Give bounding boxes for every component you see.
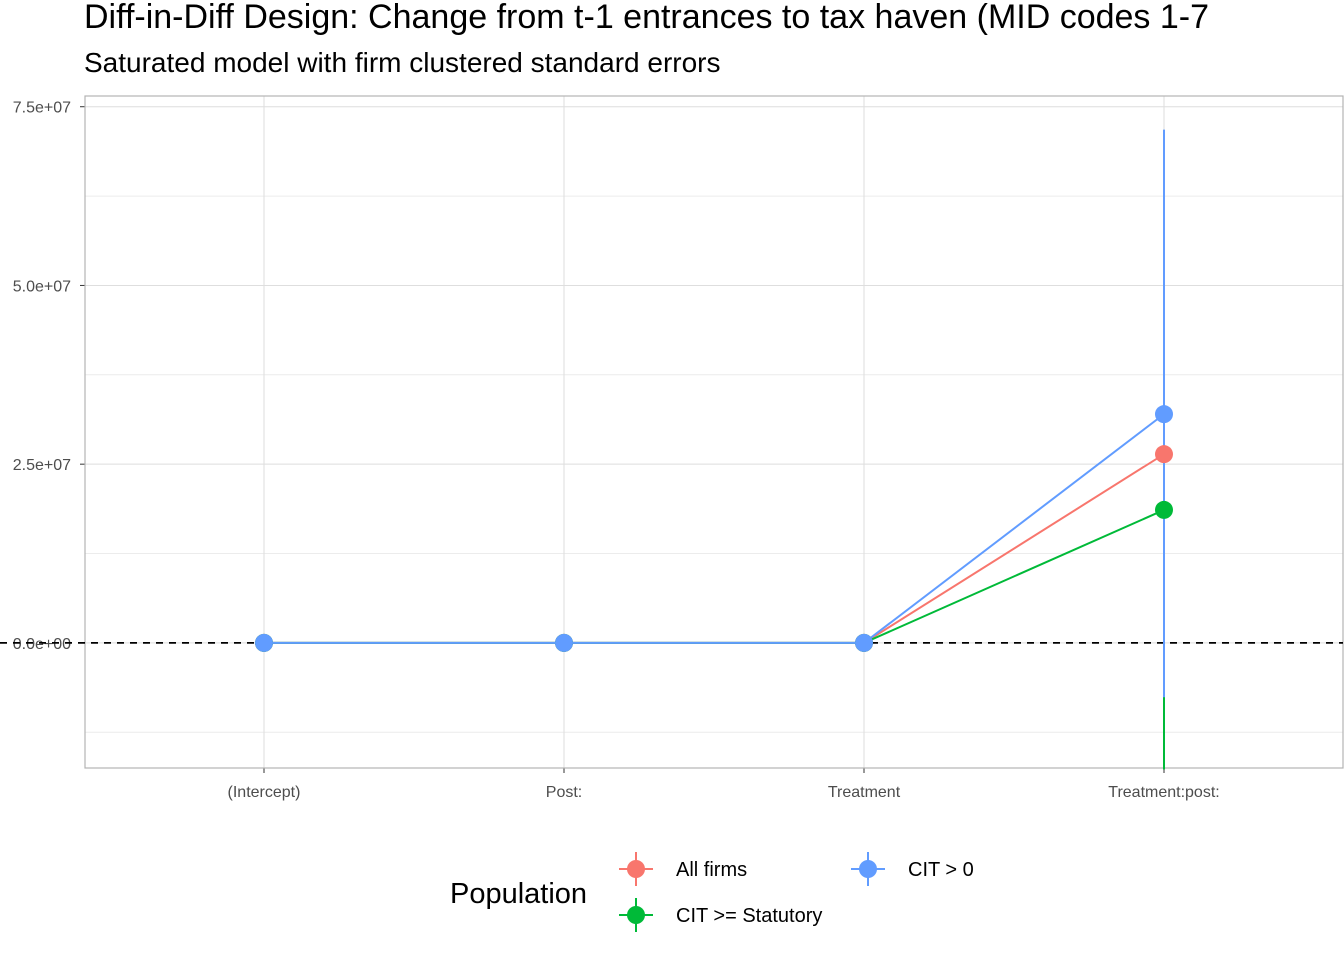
series-line [264, 413, 1165, 644]
legend: Population All firms CIT >= Statutory CIT >… [450, 852, 974, 932]
series-line [264, 509, 1165, 644]
data-point [1155, 500, 1173, 519]
axes: 0.0e+00 2.5e+07 5.0e+07 7.5e+07 (Intercept) P… [0, 95, 1344, 801]
data-point [855, 633, 873, 652]
data-point [555, 633, 573, 652]
legend-key [851, 852, 885, 886]
y-tick-label: 2.5e+07 [13, 457, 71, 474]
x-tick-label: Post: [546, 784, 582, 801]
x-tick-label: (Intercept) [228, 784, 301, 801]
legend-key [619, 898, 653, 932]
gridlines [85, 96, 1343, 768]
x-tick-label: Treatment [828, 784, 901, 801]
y-tick-label: 7.5e+07 [13, 100, 71, 117]
x-tick-label: Treatment:post: [1108, 784, 1219, 801]
panel-border [84, 95, 1344, 769]
legend-label: CIT > 0 [908, 859, 974, 881]
legend-key-point [627, 860, 645, 878]
legend-key-point [627, 906, 645, 924]
y-tick-label: 0.0e+00 [13, 636, 71, 653]
legend-label: CIT >= Statutory [676, 905, 822, 927]
legend-title: Population [450, 878, 587, 910]
data-point [1155, 405, 1173, 424]
y-tick-label: 5.0e+07 [13, 278, 71, 295]
legend-key-point [859, 860, 877, 878]
series-lines [255, 129, 1173, 770]
chart-subtitle: Saturated model with firm clustered stan… [84, 47, 721, 78]
data-point [255, 633, 273, 652]
series-line [264, 453, 1165, 644]
data-point [1155, 445, 1173, 464]
chart-title: Diff-in-Diff Design: Change from t-1 ent… [84, 0, 1210, 36]
legend-key [619, 852, 653, 886]
legend-label: All firms [676, 859, 747, 881]
